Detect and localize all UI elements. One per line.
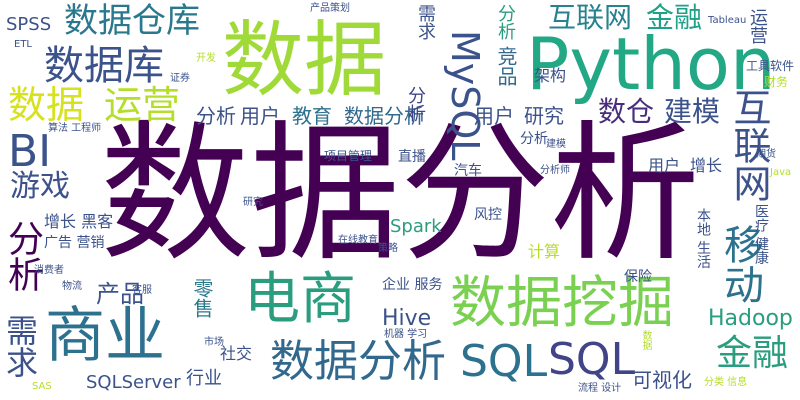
cloud-word-65-etl: ETL: [14, 39, 32, 50]
cloud-word-4-商业: 商业: [45, 301, 165, 371]
cloud-word-18-互联网: 互联网: [548, 1, 633, 34]
cloud-word-2-python: Python: [526, 22, 776, 106]
cloud-word-49-计算: 计算: [528, 242, 561, 261]
cloud-word-11-sql: SQL: [548, 334, 636, 385]
cloud-word-56-风控: 风控: [474, 207, 502, 223]
cloud-word-84-数据: 数据: [640, 330, 651, 350]
cloud-word-10-sql: SQL: [460, 336, 548, 387]
cloud-word-26-用户: 用户: [240, 104, 280, 128]
cloud-word-15-mysql: MySQL: [443, 30, 487, 161]
cloud-word-43-spark: Spark: [390, 216, 442, 237]
cloud-word-40-分析: 分析: [495, 4, 516, 40]
cloud-word-82-流程-设计: 流程 设计: [578, 383, 622, 394]
cloud-word-79-机器-学习: 机器 学习: [384, 329, 428, 340]
cloud-word-62-项目管理: 项目管理: [324, 149, 373, 163]
cloud-word-21-分析: 分析: [2, 220, 43, 292]
cloud-word-76-消费者: 消费者: [34, 265, 64, 276]
cloud-word-55-汽车: 汽车: [454, 163, 482, 179]
cloud-word-61-财务: 财务: [764, 75, 789, 89]
cloud-word-47-用户: 用户: [648, 156, 681, 175]
cloud-word-1-数据: 数据: [222, 13, 387, 108]
cloud-word-34-用户: 用户: [474, 104, 514, 128]
cloud-word-60-工具软件: 工具软件: [746, 59, 795, 73]
cloud-word-58-广告-营销: 广告 营销: [44, 235, 105, 251]
cloud-word-72-java: Java: [770, 167, 792, 178]
cloud-word-44-sqlserver: SQLServer: [86, 372, 181, 393]
cloud-word-69-建模: 建模: [546, 139, 566, 150]
cloud-word-46-社交: 社交: [220, 344, 253, 363]
cloud-word-38-分析: 分析: [405, 86, 426, 122]
cloud-word-53-分析: 分析: [520, 131, 548, 147]
cloud-word-74-在线教育: 在线教育: [338, 235, 378, 246]
cloud-word-45-行业: 行业: [186, 368, 222, 389]
cloud-word-57-增长-黑客: 增长 黑客: [44, 212, 114, 231]
cloud-word-48-增长: 增长: [690, 156, 723, 175]
cloud-word-16-金融: 金融: [716, 333, 789, 374]
cloud-word-77-物流: 物流: [62, 281, 82, 292]
cloud-word-75-策略: 策略: [378, 243, 398, 254]
cloud-word-28-数据分析: 数据分析: [344, 104, 424, 128]
cloud-word-41-运营: 运营: [747, 8, 768, 44]
cloud-word-36-竞品: 竞品: [494, 46, 518, 86]
cloud-word-39-需求: 需求: [415, 4, 436, 40]
cloud-word-24-建模: 建模: [664, 95, 721, 128]
cloud-word-70-分析师: 分析师: [540, 165, 570, 176]
cloud-word-22-需求: 需求: [1, 314, 39, 378]
cloud-word-54-直播: 直播: [398, 149, 426, 165]
cloud-word-81-sas: SAS: [32, 381, 52, 392]
cloud-word-20-游戏: 游戏: [10, 169, 70, 204]
cloud-word-25-分析: 分析: [196, 104, 236, 128]
cloud-word-35-研究: 研究: [524, 104, 564, 128]
cloud-word-51-本地-生活: 本地 生活: [695, 208, 711, 269]
cloud-word-12-bi: BI: [8, 126, 52, 177]
cloud-word-42-spss: SPSS: [6, 14, 52, 35]
cloud-word-29-产品: 产品: [96, 280, 144, 308]
cloud-word-31-hive: Hive: [382, 306, 432, 331]
cloud-word-59-保险: 保险: [624, 269, 652, 285]
cloud-word-27-教育: 教育: [292, 104, 332, 128]
cloud-word-19-金融: 金融: [646, 1, 703, 34]
cloud-word-6-数据分析: 数据分析: [270, 336, 446, 387]
cloud-word-9-运营: 运营: [104, 83, 181, 127]
cloud-word-37-架构: 架构: [534, 66, 567, 85]
cloud-word-17-数据仓库: 数据仓库: [64, 1, 200, 41]
cloud-word-30-hadoop: Hadoop: [708, 306, 793, 331]
cloud-word-0-数据分析: 数据分析: [100, 108, 701, 282]
cloud-word-66-开发: 开发: [196, 53, 216, 64]
cloud-word-5-数据挖掘: 数据挖掘: [450, 271, 674, 336]
cloud-word-73-研究: 研究: [243, 197, 263, 208]
cloud-word-52-医疗-健康: 医疗 健康: [753, 204, 769, 265]
cloud-word-83-分类-信息: 分类 信息: [704, 377, 748, 388]
cloud-word-78-客服: 客服: [132, 285, 152, 296]
cloud-word-3-电商: 电商: [244, 267, 356, 332]
cloud-word-68-算法-工程师: 算法 工程师: [48, 123, 102, 134]
cloud-word-7-数据库: 数据库: [44, 43, 164, 89]
cloud-word-64-产品策划: 产品策划: [310, 3, 350, 14]
cloud-word-33-可视化: 可视化: [632, 368, 692, 392]
cloud-word-67-证券: 证券: [170, 73, 190, 84]
cloud-word-14-移动: 移动: [717, 224, 763, 304]
cloud-word-23-数仓: 数仓: [598, 95, 655, 128]
cloud-word-80-市场: 市场: [204, 337, 224, 348]
cloud-word-71-期货: 期货: [756, 149, 776, 160]
cloud-word-50-企业-服务: 企业 服务: [382, 277, 443, 293]
cloud-word-63-tableau: Tableau: [708, 15, 747, 26]
cloud-word-32-零售: 零售: [190, 278, 214, 318]
cloud-word-8-数据: 数据: [8, 83, 85, 127]
cloud-word-13-互联网: 互联网: [727, 88, 771, 202]
